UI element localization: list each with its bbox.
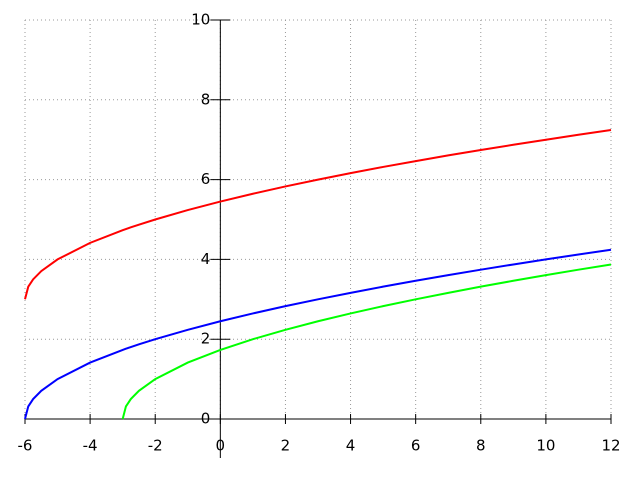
line-series [24,248,612,420]
x-tick-label: 8 [476,437,486,455]
y-tick-label: 2 [201,330,211,348]
y-tick-label: 10 [191,11,210,29]
line-series [121,263,612,420]
x-tick-label: -4 [83,437,98,455]
x-tick-label: -2 [148,437,163,455]
x-tick-label: -6 [18,437,33,455]
y-tick-label: 4 [201,250,211,268]
x-tick-label: 10 [536,437,555,455]
x-tick-label: 4 [346,437,356,455]
line-series [24,129,612,300]
x-tick-label: 2 [281,437,291,455]
x-tick-label: 6 [411,437,421,455]
y-tick-label: 8 [201,90,211,108]
x-tick-label: 12 [601,437,620,455]
y-tick-label: 6 [201,170,211,188]
